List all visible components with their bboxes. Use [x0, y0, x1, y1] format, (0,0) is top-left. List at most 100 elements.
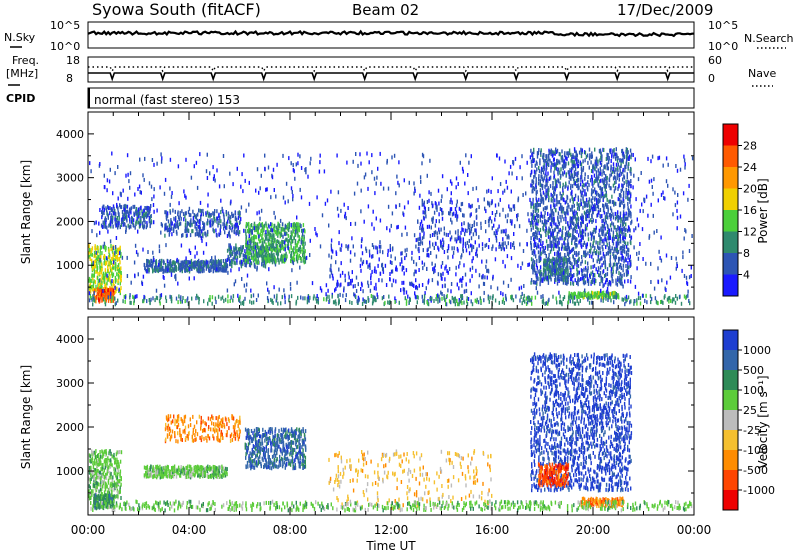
echo-cell-3353 [598, 251, 599, 255]
echo-cell-3518 [608, 246, 609, 250]
echo-cell-698 [178, 259, 179, 263]
echo-cell-1722 [297, 222, 298, 226]
echo-cell-3140 [584, 251, 585, 255]
echo-cell-1447 [262, 242, 263, 246]
echo-cell-2165 [476, 232, 477, 236]
echo-cell-4643 [137, 230, 138, 234]
echo-cell-3693 [618, 184, 619, 188]
echo-cell-4372 [441, 297, 442, 301]
echo-cell-4934 [316, 233, 317, 237]
echo-cell-3310 [595, 207, 596, 211]
echo-cell-995 [200, 209, 201, 213]
echo-cell-4734 [194, 164, 195, 168]
echo-cell-2027 [420, 240, 421, 244]
echo-cell-3953 [552, 273, 553, 277]
echo-cell-3268 [593, 218, 594, 222]
echo-cell-952 [187, 228, 188, 232]
echo-cell-4163 [103, 297, 104, 301]
echo-cell-1727 [299, 228, 300, 232]
echo-cell-534 [140, 216, 141, 220]
echo-cell-4724 [185, 196, 186, 200]
echo-cell-2084 [443, 240, 444, 244]
echo-cell-2668 [555, 223, 556, 227]
echo-cell-856 [220, 259, 221, 263]
echo-cell-4918 [303, 229, 304, 233]
echo-cell-1065 [220, 224, 221, 228]
echo-cell-2469 [543, 198, 544, 202]
echo-cell-921 [177, 220, 178, 224]
echo-cell-4323 [364, 299, 365, 303]
echo-cell-505 [134, 205, 135, 209]
echo-cell-1819 [356, 276, 357, 280]
echo-cell-3532 [609, 242, 610, 246]
echo-cell-4700 [168, 228, 169, 232]
echo-cell-4813 [247, 274, 248, 278]
echo-cell-1768 [328, 254, 329, 258]
echo-cell-3493 [606, 180, 607, 184]
echo-cell-4775 [227, 271, 228, 275]
echo-cell-4851 [267, 288, 268, 292]
echo-cell-2097 [451, 221, 452, 225]
echo-cell-2239 [516, 214, 517, 218]
echo-cell-1467 [265, 243, 266, 247]
echo-cell-2287 [532, 198, 533, 202]
echo-cell-1839 [368, 284, 369, 288]
echo-cell-4364 [433, 299, 434, 303]
echo-cell-4959 [337, 207, 338, 211]
echo-cell-1968 [457, 283, 458, 287]
echo-cell-3790 [623, 174, 624, 178]
echo-cell-1464 [265, 254, 266, 258]
echo-cell-3999 [562, 259, 563, 263]
echo-cell-2828 [565, 182, 566, 186]
echo-cell-4646 [139, 185, 140, 189]
echo-cell-4651 [142, 282, 143, 286]
echo-cell-4719 [180, 264, 181, 268]
echo-cell-2720 [559, 247, 560, 251]
echo-cell-1896 [406, 290, 407, 294]
echo-cell-4153 [618, 293, 619, 297]
echo-cell-4746 [204, 223, 205, 227]
echo-cell-4662 [151, 185, 152, 189]
echo-cell-2143 [469, 239, 470, 243]
echo-cell-555 [144, 212, 145, 216]
echo-cell-4711 [175, 274, 176, 278]
echo-cell-2246 [530, 236, 531, 240]
echo-cell-3730 [621, 189, 622, 193]
echo-cell-1057 [218, 233, 219, 237]
echo-cell-2371 [537, 276, 538, 280]
echo-cell-4245 [232, 299, 233, 303]
echo-cell-3409 [602, 187, 603, 191]
echo-cell-4594 [112, 191, 113, 195]
echo-cell-1676 [293, 246, 294, 250]
echo-cell-4595 [113, 260, 114, 264]
echo-cell-3787 [624, 204, 625, 208]
echo-cell-2127 [461, 222, 462, 226]
echo-cell-2941 [572, 205, 573, 209]
echo-cell-2954 [573, 265, 574, 269]
echo-cell-4816 [249, 234, 250, 238]
echo-cell-4744 [201, 236, 202, 240]
echo-cell-3684 [618, 271, 619, 275]
echo-cell-4617 [125, 295, 126, 299]
echo-cell-892 [168, 219, 169, 223]
echo-cell-4757 [211, 256, 212, 260]
echo-cell-3021 [577, 202, 578, 206]
echo-cell-1372 [253, 254, 254, 258]
echo-cell-3371 [600, 208, 601, 212]
echo-cell-122 [101, 246, 102, 250]
echo-cell-1897 [406, 268, 407, 272]
echo-cell-927 [180, 222, 181, 226]
echo-cell-2114 [457, 214, 458, 218]
echo-cell-2396 [538, 148, 539, 152]
echo-cell-2898 [570, 261, 571, 265]
echo-cell-4256 [249, 300, 250, 304]
echo-cell-4315 [349, 300, 350, 304]
echo-cell-1942 [438, 272, 439, 276]
echo-cell-2397 [539, 282, 540, 286]
echo-cell-1865 [382, 263, 383, 267]
echo-cell-810 [209, 269, 210, 273]
nave-trace [88, 67, 694, 71]
nave-label: Nave [748, 67, 776, 80]
echo-cell-2081 [442, 217, 443, 221]
echo-cell-2146 [469, 231, 470, 235]
